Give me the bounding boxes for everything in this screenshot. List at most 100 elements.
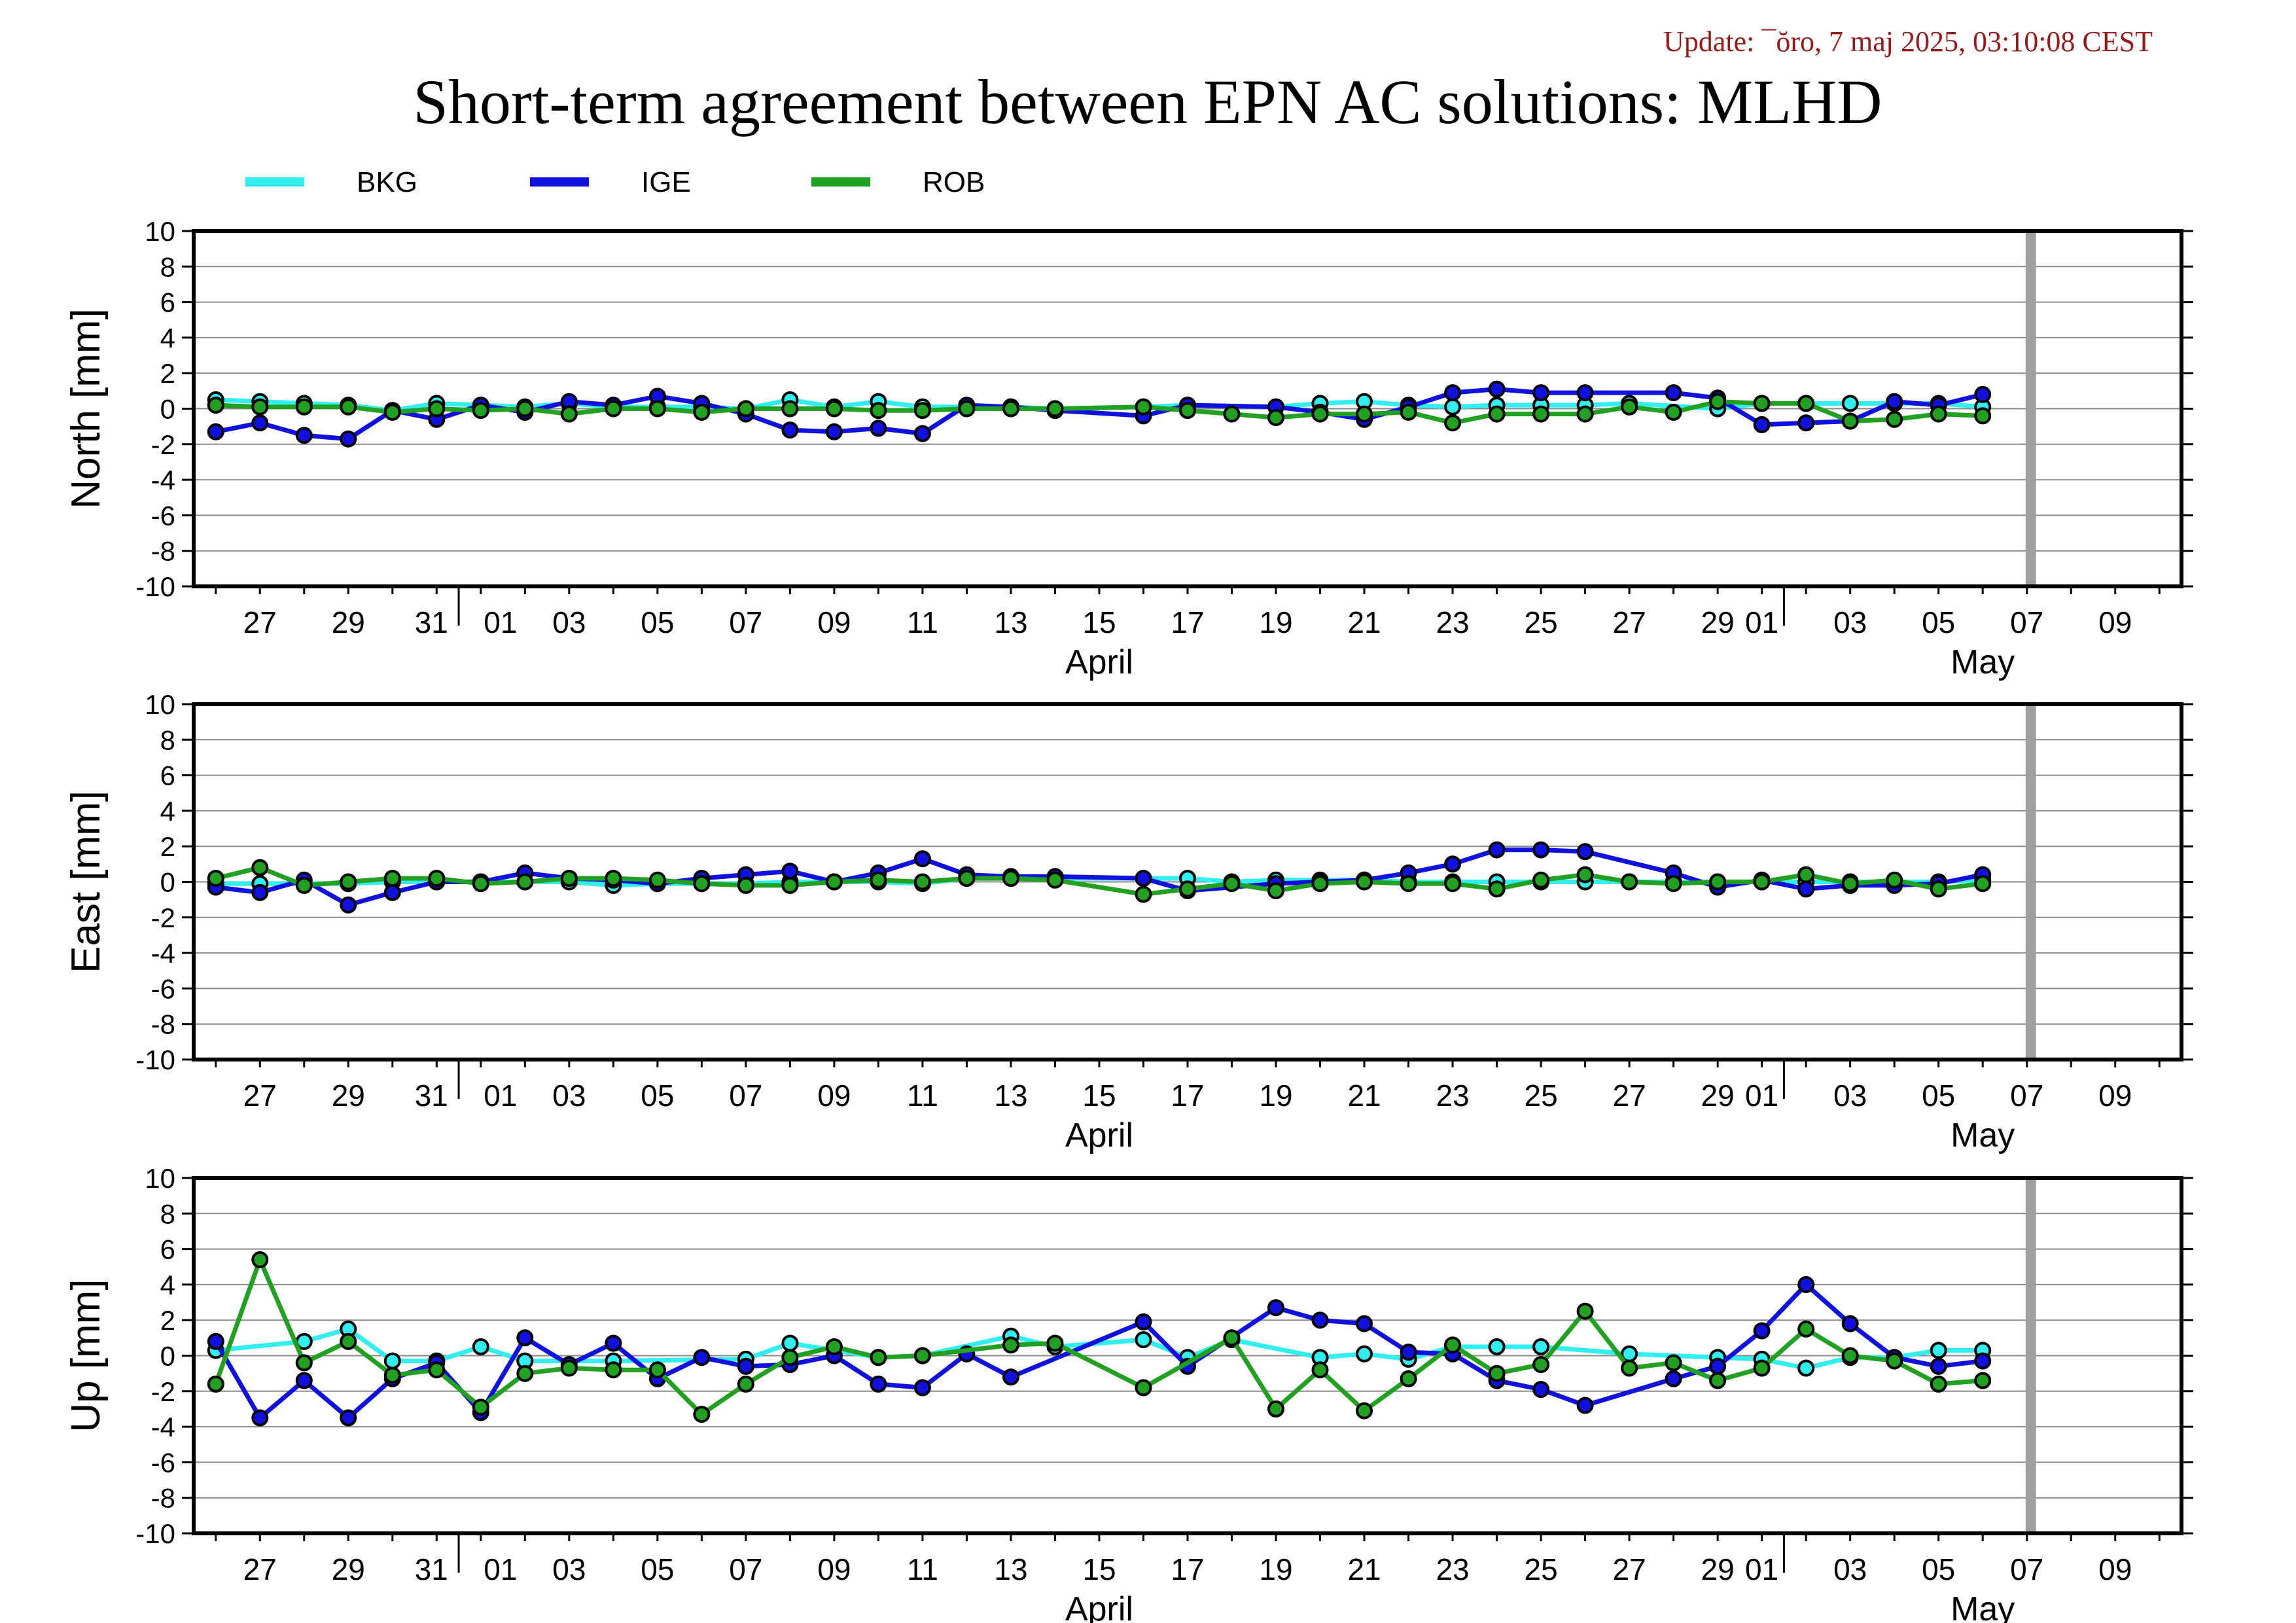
data-point — [781, 1334, 799, 1352]
x-tick-label: 29 — [1701, 1079, 1735, 1113]
x-tick-label: 09 — [2098, 605, 2132, 639]
data-point — [693, 1406, 711, 1423]
series-rob — [207, 393, 1992, 432]
data-point — [1356, 405, 1373, 423]
data-point — [781, 421, 799, 439]
x-tick-label: 01 — [484, 1079, 517, 1113]
x-tick-label: 23 — [1436, 605, 1469, 639]
data-point — [340, 398, 357, 416]
x-tick-label: 27 — [243, 605, 277, 639]
x-tick-label: 01 — [1745, 1079, 1778, 1113]
data-point — [1841, 412, 1859, 430]
x-tick-label: 07 — [2010, 1552, 2043, 1586]
data-point — [560, 870, 578, 887]
data-point — [1930, 405, 1947, 423]
month-label-may: May — [1951, 1590, 2015, 1623]
data-point — [1841, 875, 1859, 893]
data-point — [383, 883, 401, 901]
data-point — [1444, 398, 1462, 416]
y-axis-label: East [mm] — [63, 791, 109, 973]
data-point — [1532, 1381, 1550, 1399]
future-marker — [2025, 231, 2036, 586]
data-point — [1488, 380, 1506, 398]
y-tick-label: 6 — [160, 1234, 175, 1265]
data-point — [1576, 405, 1594, 423]
data-point — [1002, 1336, 1019, 1354]
x-tick-label: 27 — [243, 1552, 277, 1586]
data-point — [1400, 875, 1417, 893]
data-point — [340, 873, 357, 891]
y-tick-label: 4 — [160, 796, 175, 827]
x-tick-label: 23 — [1436, 1079, 1469, 1113]
data-point — [1356, 1402, 1373, 1419]
legend-label: BKG — [357, 166, 417, 198]
x-tick-label: 15 — [1082, 605, 1116, 639]
data-point — [648, 1361, 666, 1379]
x-tick-label: 25 — [1525, 605, 1558, 639]
data-point — [605, 1334, 622, 1352]
data-point — [1002, 400, 1019, 418]
data-point — [1576, 866, 1594, 883]
x-tick-label: 19 — [1259, 1079, 1292, 1113]
data-point — [1974, 875, 1992, 893]
data-point — [1797, 1359, 1815, 1377]
x-tick-label: 09 — [817, 605, 851, 639]
x-tick-label: 25 — [1525, 1552, 1558, 1586]
data-point — [1179, 402, 1196, 419]
x-tick-label: 11 — [907, 1079, 938, 1113]
series-rob — [207, 859, 1992, 903]
x-tick-label: 27 — [1613, 605, 1646, 639]
x-tick-label: 11 — [907, 605, 938, 639]
data-point — [1576, 843, 1594, 861]
data-point — [1400, 1370, 1417, 1387]
y-tick-label: 4 — [160, 1270, 175, 1300]
data-point — [560, 1359, 578, 1377]
data-point — [1621, 1359, 1638, 1377]
x-tick-label: 03 — [552, 1079, 586, 1113]
y-tick-label: 10 — [145, 216, 175, 247]
y-tick-label: 2 — [160, 358, 175, 389]
data-point — [207, 423, 224, 440]
x-tick-label: 09 — [817, 1552, 851, 1586]
data-point — [825, 423, 843, 440]
data-point — [428, 1361, 446, 1379]
x-tick-label: 05 — [641, 1552, 674, 1586]
x-tick-label: 23 — [1436, 1552, 1469, 1586]
data-point — [428, 870, 446, 887]
x-tick-label: 21 — [1347, 1552, 1381, 1586]
data-point — [1400, 1344, 1417, 1361]
x-tick-label: 29 — [332, 1552, 365, 1586]
data-point — [1841, 395, 1859, 412]
data-point — [251, 859, 269, 876]
y-tick-label: 0 — [160, 1341, 175, 1372]
x-tick-label: 29 — [332, 1079, 365, 1113]
data-point — [383, 870, 401, 887]
data-point — [1797, 880, 1815, 898]
data-point — [251, 1251, 269, 1268]
data-point — [1797, 395, 1815, 412]
x-tick-label: 21 — [1347, 1079, 1381, 1113]
y-tick-label: 2 — [160, 1305, 175, 1336]
x-tick-label: 17 — [1171, 1079, 1204, 1113]
month-label-may: May — [1951, 643, 2015, 681]
data-point — [1886, 1352, 1903, 1370]
data-point — [1576, 1302, 1594, 1320]
data-point — [825, 873, 843, 891]
data-point — [1488, 841, 1506, 859]
data-point — [295, 398, 313, 416]
data-point — [251, 883, 269, 901]
x-tick-label: 03 — [1833, 1552, 1867, 1586]
data-point — [1930, 1342, 1947, 1359]
data-point — [516, 1329, 534, 1347]
data-point — [472, 402, 489, 419]
data-point — [428, 400, 446, 418]
x-tick-label: 17 — [1171, 1552, 1204, 1586]
y-tick-label: 8 — [160, 1198, 175, 1229]
data-point — [1886, 393, 1903, 410]
data-point — [340, 1332, 357, 1350]
panel-east: 10 8 6 4 2 0 -2 -4 -6 -8 -10 East [mm] 27 29 31 01 03 05 0… — [63, 689, 2193, 1154]
update-timestamp: Update: ¯ŏro, 7 maj 2025, 03:10:08 CEST — [1663, 26, 2153, 58]
x-tick-label: 01 — [484, 605, 517, 639]
data-point — [781, 876, 799, 894]
x-tick-label: 03 — [1833, 605, 1867, 639]
